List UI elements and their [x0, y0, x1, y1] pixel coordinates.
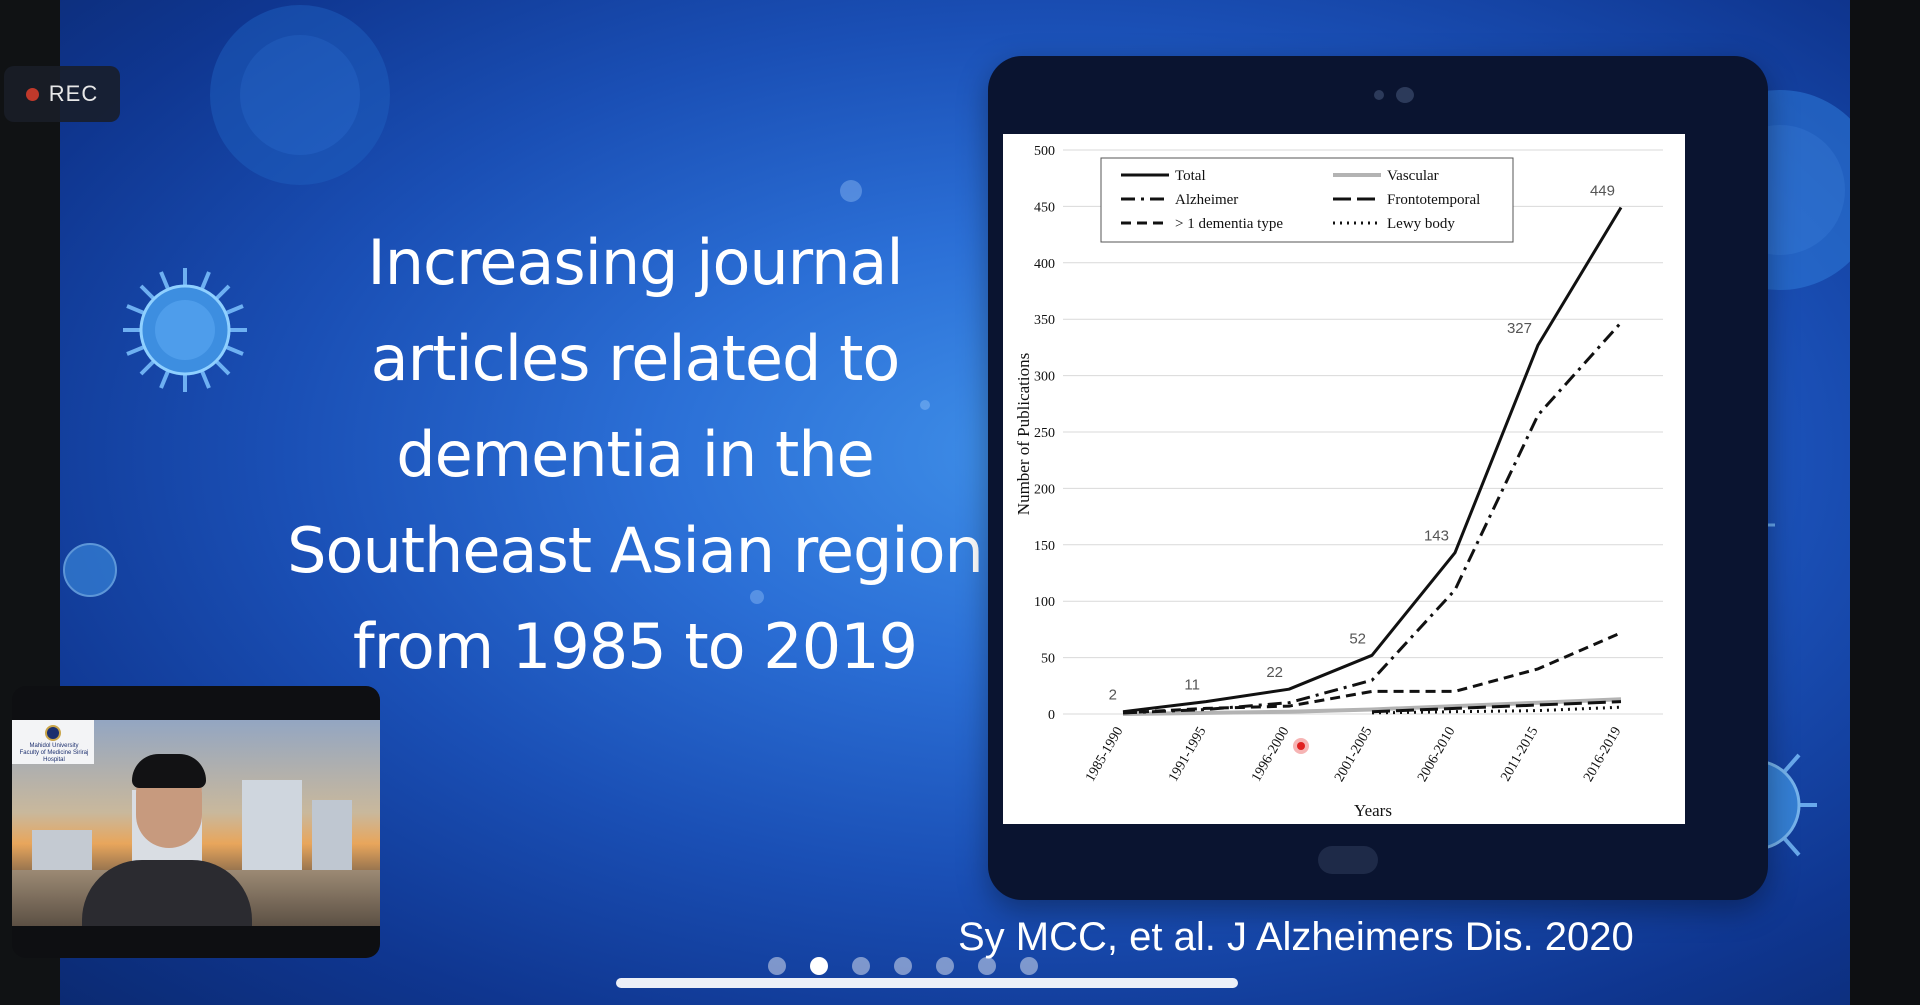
- background-building: [242, 780, 302, 875]
- slide-title-line: Southeast Asian region: [287, 514, 984, 587]
- data-label: 143: [1424, 528, 1449, 545]
- data-label: 52: [1349, 630, 1366, 647]
- y-tick-label: 100: [1034, 595, 1055, 610]
- tablet-frame: 0 50 100 150 200 250 300 350 400 450 500 1985-1990 1…: [988, 56, 1768, 900]
- presenter-body: [82, 860, 252, 926]
- background-building: [32, 830, 92, 875]
- x-axis-label: Years: [1354, 801, 1392, 820]
- pager-dot[interactable]: [852, 957, 870, 975]
- background-building: [312, 800, 352, 875]
- record-dot-icon: [25, 87, 39, 101]
- y-tick-label: 450: [1034, 200, 1055, 215]
- y-tick-label: 400: [1034, 257, 1055, 272]
- series-line-total: [1122, 206, 1623, 714]
- slide-title-line: from 1985 to 2019: [352, 610, 918, 683]
- y-tick-label: 500: [1034, 144, 1055, 159]
- recording-label: REC: [48, 81, 99, 106]
- slide-title-line: articles related to: [370, 322, 901, 395]
- legend-label: > 1 dementia type: [1175, 216, 1283, 232]
- series-line--1-dementia-type: [1122, 631, 1622, 715]
- y-tick-label: 0: [1048, 708, 1055, 723]
- logo-caption: Mahidol University Faculty of Medicine S…: [19, 743, 89, 763]
- legend-label: Vascular: [1387, 168, 1439, 184]
- y-tick-label: 350: [1034, 313, 1055, 328]
- home-button: [1318, 846, 1378, 874]
- pager-dot[interactable]: [936, 957, 954, 975]
- data-label: 22: [1266, 664, 1283, 681]
- bokeh-dot: [750, 590, 764, 604]
- video-feed: Mahidol University Faculty of Medicine S…: [12, 720, 380, 926]
- pager-dot[interactable]: [810, 957, 828, 975]
- x-tick-label: 2016-2019: [1581, 725, 1624, 785]
- chart-area: 0 50 100 150 200 250 300 350 400 450 500 1985-1990 1…: [1003, 134, 1685, 824]
- virus-decoration-icon: [63, 543, 117, 597]
- slide-title-line: dementia in the: [396, 418, 875, 491]
- pager-dot[interactable]: [978, 957, 996, 975]
- series-line-vascular: [1122, 697, 1622, 716]
- y-tick-label: 250: [1034, 426, 1055, 441]
- camera-icon: [1396, 87, 1414, 103]
- slide-pager[interactable]: [768, 957, 1038, 975]
- y-tick-label: 150: [1034, 539, 1055, 554]
- series-line-alzheimer: [1122, 321, 1623, 715]
- presenter-video-tile[interactable]: Mahidol University Faculty of Medicine S…: [12, 686, 380, 958]
- mahidol-logo: Mahidol University Faculty of Medicine S…: [12, 720, 94, 764]
- horizontal-scrollbar[interactable]: [616, 978, 1238, 988]
- presenter-hair: [132, 754, 206, 788]
- series-line-frontotemporal: [1371, 700, 1622, 714]
- x-tick-label: 1985-1990: [1083, 725, 1126, 785]
- x-tick-label: 1991-1995: [1166, 725, 1209, 785]
- cursor-pointer-icon: [1297, 742, 1305, 750]
- x-tick-label: 2006-2010: [1415, 725, 1458, 785]
- data-label: 2: [1109, 687, 1117, 704]
- x-tick-label: 2011-2015: [1498, 725, 1541, 785]
- pager-dot[interactable]: [894, 957, 912, 975]
- pager-dot[interactable]: [1020, 957, 1038, 975]
- virus-decoration-icon: [123, 268, 247, 392]
- pager-dot[interactable]: [768, 957, 786, 975]
- legend-label: Total: [1175, 168, 1206, 184]
- legend-label: Lewy body: [1387, 216, 1455, 232]
- legend-label: Frontotemporal: [1387, 192, 1480, 208]
- legend-box: [1100, 157, 1514, 243]
- x-tick-label: 2001-2005: [1332, 725, 1375, 785]
- recording-indicator: REC: [4, 66, 120, 122]
- virus-decoration-icon: [210, 5, 390, 185]
- camera-icon: [1374, 90, 1384, 100]
- slide-title-line: Increasing journal: [367, 226, 903, 299]
- x-tick-label: 1996-2000: [1249, 725, 1292, 785]
- y-tick-label: 200: [1034, 482, 1055, 497]
- y-tick-label: 300: [1034, 370, 1055, 385]
- right-edge-strip: [1850, 0, 1920, 1005]
- university-seal-icon: [45, 725, 61, 741]
- y-axis-label: Number of Publications: [1014, 353, 1033, 515]
- legend-label: Alzheimer: [1175, 192, 1238, 208]
- slide-title: Increasing journal articles related to d…: [250, 215, 1020, 695]
- bokeh-dot: [920, 400, 930, 410]
- data-label: 327: [1507, 320, 1532, 337]
- y-tick-label: 50: [1041, 652, 1055, 667]
- bokeh-dot: [840, 180, 862, 202]
- citation-text: Sy MCC, et al. J Alzheimers Dis. 2020: [958, 915, 1634, 959]
- publications-line-chart: 0 50 100 150 200 250 300 350 400 450 500 1985-1990 1…: [1014, 144, 1663, 820]
- data-label: 449: [1590, 183, 1615, 200]
- data-label: 11: [1184, 677, 1200, 694]
